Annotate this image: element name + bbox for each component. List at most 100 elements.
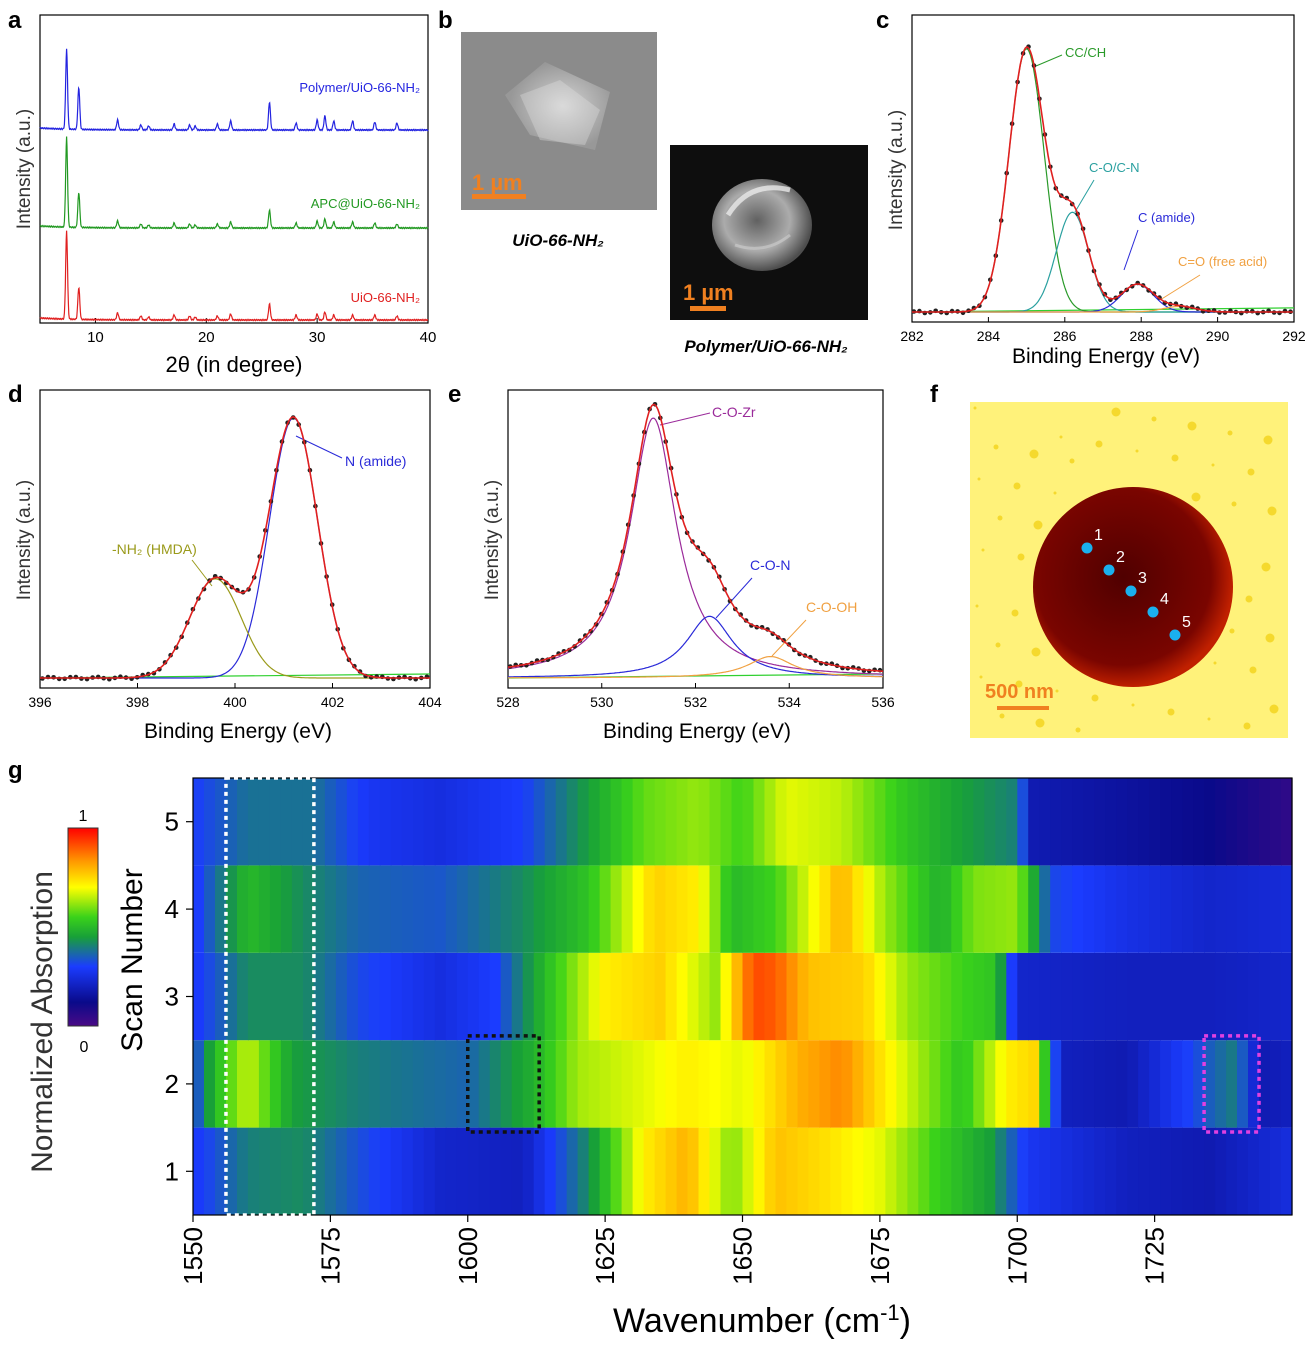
- heatmap-cell: [1105, 1040, 1117, 1128]
- heatmap-cell: [621, 865, 634, 953]
- heatmap-cell: [1193, 1040, 1205, 1128]
- heatmap-cell: [566, 1127, 579, 1215]
- heatmap-cell: [1171, 1127, 1183, 1215]
- heatmap-cell: [1149, 778, 1161, 866]
- heatmap-cell: [907, 952, 919, 1041]
- afm-speckle: [1265, 633, 1275, 643]
- heatmap-cell: [346, 1040, 359, 1128]
- afm-speckle: [1191, 492, 1201, 502]
- heatmap-y-label: Scan Number: [116, 868, 149, 1051]
- xps-component-line: [508, 655, 883, 679]
- heatmap-cell: [764, 1127, 777, 1215]
- heatmap-cell: [269, 778, 282, 866]
- heatmap-cell: [775, 1040, 788, 1128]
- heatmap-cell: [335, 865, 348, 953]
- heatmap-cell: [423, 1127, 436, 1215]
- o1s-label-con: C-O-N: [750, 557, 790, 573]
- xps-1-tick-label: 284: [977, 328, 1001, 344]
- heatmap-cell: [929, 1040, 941, 1128]
- heatmap-cell: [731, 778, 744, 866]
- xrd-x-label: 2θ (in degree): [166, 352, 303, 377]
- xps-2-tick-label: 398: [126, 694, 150, 710]
- heatmap-cell: [1028, 865, 1040, 953]
- heatmap-cell: [500, 865, 513, 953]
- heatmap-cell: [1061, 1127, 1073, 1215]
- heatmap-cell: [500, 1127, 513, 1215]
- afm-speckle: [1029, 449, 1039, 459]
- heatmap-cell: [193, 1127, 205, 1215]
- heatmap-cell: [555, 865, 568, 953]
- xps-2-tick-label: 396: [28, 694, 52, 710]
- afm-speckle: [979, 675, 983, 679]
- heatmap-cell: [313, 778, 326, 866]
- heatmap-cell: [698, 1040, 711, 1128]
- heatmap-cell: [533, 952, 546, 1041]
- heatmap-cell: [841, 952, 853, 1041]
- heatmap-cell: [764, 952, 777, 1041]
- heatmap-cell: [1259, 952, 1271, 1041]
- heatmap-cell: [742, 865, 755, 953]
- afm-speckle: [977, 477, 981, 481]
- heatmap-cell: [973, 778, 985, 866]
- xps-1-tick-label: 282: [900, 328, 924, 344]
- afm-scalebar: [997, 706, 1049, 710]
- heatmap-cell: [896, 865, 908, 953]
- heatmap-cell: [335, 1040, 348, 1128]
- heatmap-cell: [1050, 865, 1062, 953]
- heatmap-cell: [940, 865, 952, 953]
- heatmap-cell: [764, 865, 777, 953]
- heatmap-cell: [1215, 865, 1227, 953]
- heatmap-cell: [643, 1040, 656, 1128]
- heatmap-cell: [775, 952, 788, 1041]
- heatmap-cell: [830, 865, 842, 953]
- heatmap-cell: [742, 952, 755, 1041]
- heatmap-cell: [368, 952, 381, 1041]
- heatmap-cell: [995, 1127, 1007, 1215]
- heatmap-cell: [302, 778, 315, 866]
- heatmap-cell: [1281, 1040, 1293, 1128]
- heatmap-cell: [852, 1127, 864, 1215]
- heatmap-cell: [1281, 865, 1293, 953]
- xps-component-line: [40, 578, 430, 679]
- xps-envelope-line: [507, 403, 884, 673]
- n1s-y-label: Intensity (a.u.): [14, 480, 35, 600]
- heatmap-cell: [1105, 952, 1117, 1041]
- heatmap-cell: [215, 865, 227, 953]
- heatmap-cell: [258, 865, 271, 953]
- heatmap-cell: [907, 1127, 919, 1215]
- heatmap-cell: [226, 1040, 238, 1128]
- heatmap-cell: [522, 1127, 535, 1215]
- heatmap-cell: [1171, 1040, 1183, 1128]
- heatmap-cell: [1127, 865, 1139, 953]
- heatmap-cell: [632, 865, 645, 953]
- heatmap-cell: [775, 865, 788, 953]
- heatmap-cell: [1127, 952, 1139, 1041]
- n1s-label-hmda: -NH₂ (HMDA): [112, 541, 197, 557]
- heatmap-cell: [1105, 778, 1117, 866]
- heatmap-cell: [237, 1127, 249, 1215]
- heatmap-cell: [500, 778, 513, 866]
- sem-scale-right: 1 µm: [683, 280, 734, 305]
- heatmap-cell: [665, 865, 678, 953]
- heatmap-cell: [423, 778, 436, 866]
- heatmap-cell: [1105, 1127, 1117, 1215]
- sem-scale-left: 1 µm: [472, 170, 523, 195]
- heatmap-cell: [709, 778, 722, 866]
- heatmap-cell: [940, 1127, 952, 1215]
- afm-speckle: [1055, 689, 1059, 693]
- heatmap-cell: [1017, 1127, 1029, 1215]
- heatmap-cell: [918, 1127, 930, 1215]
- heatmap-cell: [291, 1040, 304, 1128]
- heatmap-cell: [1039, 952, 1051, 1041]
- heatmap-cell: [478, 952, 491, 1041]
- heatmap-cell: [1237, 778, 1249, 866]
- xps-component-line: [508, 615, 883, 678]
- heatmap-cell: [434, 952, 447, 1041]
- heatmap-y-tick-label: 4: [165, 894, 179, 924]
- heatmap-cell: [918, 1040, 930, 1128]
- heatmap-cell: [962, 1127, 974, 1215]
- heatmap-cell: [863, 865, 875, 953]
- heatmap-cell: [1105, 865, 1117, 953]
- heatmap-cell: [863, 952, 875, 1041]
